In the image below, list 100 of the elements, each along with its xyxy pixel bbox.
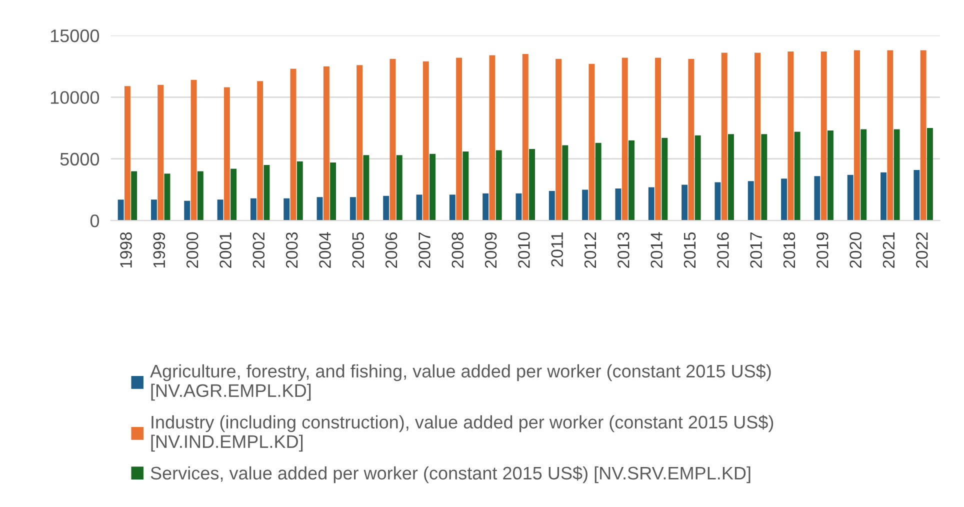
bar (714, 182, 721, 221)
bar (489, 55, 496, 221)
bar (197, 171, 204, 221)
bar (224, 87, 230, 221)
x-tick-label: 2018 (783, 232, 796, 268)
bar (250, 198, 256, 221)
y-tick-label: 15000 (50, 29, 100, 42)
bar (562, 145, 568, 221)
x-tick-label: 2014 (650, 232, 662, 268)
bar (118, 200, 124, 221)
bar (887, 50, 894, 221)
bar (662, 138, 668, 221)
bar (396, 155, 402, 221)
bar (748, 181, 754, 221)
x-tick-label: 2001 (220, 232, 232, 268)
bar (655, 58, 662, 221)
x-tick-label: 2004 (319, 232, 331, 268)
bar (814, 176, 820, 221)
bar (894, 129, 900, 221)
bar (264, 165, 270, 221)
x-tick-label: 2010 (518, 232, 530, 268)
x-tick-label: 2006 (385, 232, 398, 268)
bar (284, 198, 290, 221)
bar (184, 200, 190, 221)
bar (316, 197, 323, 221)
bar (588, 64, 595, 221)
x-tick-label: 2008 (452, 232, 464, 268)
bar (296, 161, 303, 221)
bar (854, 50, 860, 221)
bar (556, 58, 562, 221)
bar (595, 142, 602, 221)
x-tick-label: 2005 (352, 232, 364, 268)
bar (648, 187, 654, 221)
x-tick-label: 2011 (551, 232, 564, 267)
x-tick-label: 2013 (618, 232, 630, 268)
x-tick-label: 1999 (153, 232, 166, 268)
bar (926, 128, 933, 221)
bar (827, 130, 834, 221)
legend-label: Industry (including construction), value added per worker (constant 2015 US$) [NV.IND.EMPL.KD] (151, 415, 774, 452)
bar (257, 81, 264, 221)
bar (688, 58, 694, 221)
legend-label: Services, value added per worker (constant 2015 US$) [NV.SRV.EMPL.KD] (150, 466, 750, 484)
bar (582, 190, 588, 221)
x-tick-label: 2003 (286, 232, 298, 268)
bar (788, 52, 794, 221)
bar (131, 171, 138, 221)
x-tick-label: 2000 (186, 232, 198, 268)
x-tick-label: 2016 (717, 232, 729, 268)
legend-label: Agriculture, forestry, and fishing, value added per worker (constant 2015 US$) [NV.AGR.EMPL.KD] (150, 364, 771, 401)
bar (350, 197, 356, 221)
bar (628, 140, 634, 221)
bar (920, 50, 926, 221)
bar (164, 174, 170, 221)
bar (728, 134, 734, 221)
bar (158, 84, 164, 221)
bar (217, 200, 224, 221)
bar (754, 52, 760, 221)
x-tick-label: 2022 (916, 232, 928, 268)
bar (529, 148, 535, 221)
bar (880, 172, 887, 221)
bar (496, 150, 502, 221)
bar (860, 129, 867, 221)
bar (230, 168, 237, 221)
bar (390, 58, 396, 221)
y-tick-label: 10000 (50, 91, 100, 104)
bar (548, 190, 555, 221)
bar (323, 66, 330, 221)
bar (190, 80, 197, 221)
bar (462, 151, 469, 221)
bar (914, 170, 920, 221)
x-tick-label: 2021 (882, 232, 895, 268)
bar (820, 52, 827, 221)
x-tick-label: 2012 (584, 232, 596, 268)
bar (290, 68, 296, 221)
bar (430, 154, 436, 221)
bar (516, 193, 522, 221)
x-tick-label: 2017 (750, 232, 762, 268)
x-tick-label: 2015 (684, 232, 696, 268)
y-tick-label: 5000 (60, 152, 100, 166)
bar (761, 134, 768, 221)
bar (682, 184, 688, 221)
bar (383, 196, 390, 221)
bar (522, 54, 528, 221)
bar (721, 52, 728, 221)
bar (794, 132, 800, 221)
bar (781, 178, 788, 221)
bar (847, 174, 854, 221)
x-tick-label: 2002 (252, 232, 265, 268)
bar (356, 65, 363, 221)
y-tick-label: 0 (90, 214, 100, 228)
x-tick-label: 2009 (484, 232, 497, 268)
x-tick-label: 2019 (816, 232, 828, 268)
x-tick-label: 2020 (850, 232, 862, 268)
bar (615, 188, 622, 221)
bar (416, 194, 422, 221)
bar (694, 135, 701, 221)
bar (124, 86, 130, 221)
bar (150, 200, 157, 221)
x-tick-label: 2007 (418, 232, 430, 268)
bar (363, 155, 370, 221)
